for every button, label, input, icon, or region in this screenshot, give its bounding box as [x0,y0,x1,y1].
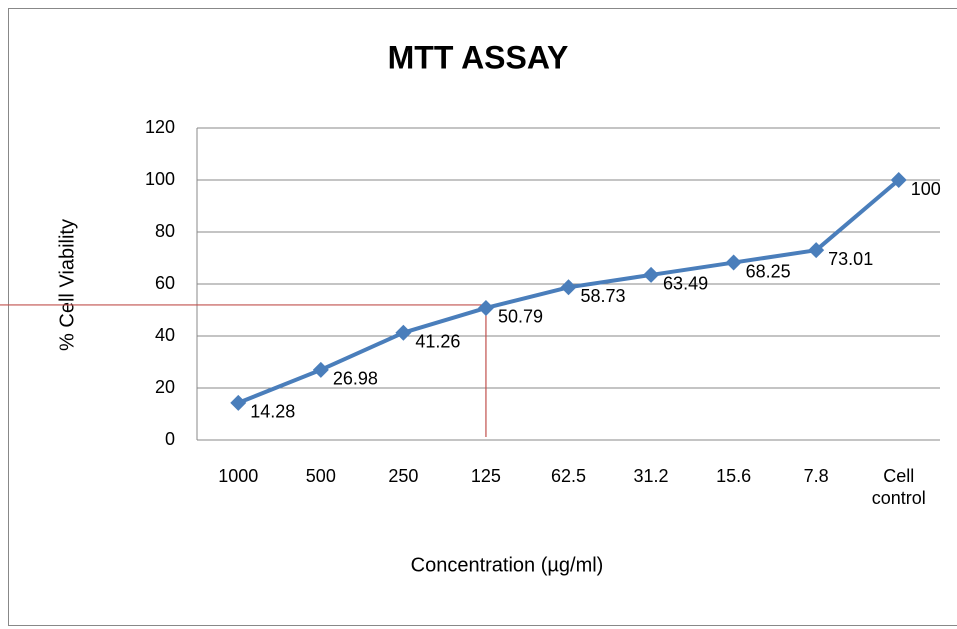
marker [725,254,742,271]
y-tick-label: 0 [165,429,175,449]
marker [312,361,329,378]
data-label: 68.25 [746,261,791,281]
marker [477,299,494,316]
marker [395,324,412,341]
y-tick-label: 20 [155,377,175,397]
chart-title: MTT ASSAY [388,39,569,75]
data-label: 26.98 [333,369,378,389]
y-axis-title: % Cell Viability [56,219,78,351]
marker [808,242,825,259]
marker [643,266,660,283]
data-label: 100 [911,179,941,199]
x-tick-label: 62.5 [550,466,587,486]
data-label: 50.79 [498,307,543,327]
x-tick-label: 500 [305,466,336,486]
y-tick-label: 60 [155,273,175,293]
x-tick-label: 7.8 [803,466,829,486]
x-tick-label: 31.2 [633,466,669,486]
x-tick-label: 125 [470,466,501,486]
x-tick-label: 1000 [218,466,259,486]
data-label: 63.49 [663,274,708,294]
x-tick-label: Cell control [871,466,926,508]
marker [560,279,577,296]
x-tick-label: 15.6 [716,466,752,486]
x-tick-label: 250 [388,466,419,486]
data-label: 58.73 [581,286,626,306]
y-tick-label: 120 [145,117,175,137]
data-label: 14.28 [250,402,295,422]
marker [230,394,247,411]
marker [890,172,907,188]
data-label: 41.26 [415,331,460,351]
y-tick-label: 100 [145,169,175,189]
chart-border [8,8,957,626]
x-axis-title: Concentration (µg/ml) [411,554,604,576]
y-tick-label: 80 [155,221,175,241]
data-label: 73.01 [828,249,873,269]
y-tick-label: 40 [155,325,175,345]
